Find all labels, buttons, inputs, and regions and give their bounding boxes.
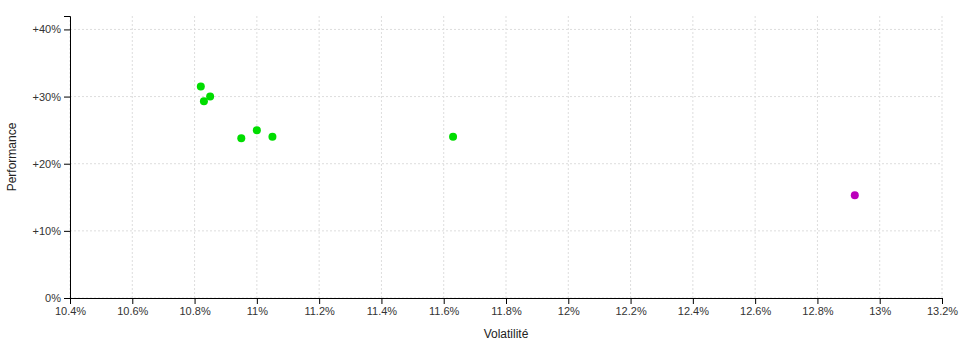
ytick-tick-label: +20%	[33, 158, 62, 170]
xtick-tick: 12.6%	[740, 298, 771, 317]
xtick-tick-label: 11.8%	[491, 305, 522, 317]
ytick-tick-mark	[64, 231, 70, 232]
point	[253, 126, 261, 134]
xtick-tick-label: 10.6%	[117, 305, 148, 317]
xtick-tick-mark	[195, 298, 196, 304]
ytick-tick-mark	[64, 29, 70, 30]
xtick-tick: 12%	[558, 298, 580, 317]
xtick-tick-mark	[631, 298, 632, 304]
xtick-tick: 11.2%	[304, 298, 335, 317]
xtick-tick-mark	[568, 298, 569, 304]
chart: 10.4% 10.6% 10.8% 11% 11.2% 11.4% 11.6% 11.8% 12…	[0, 0, 966, 350]
x-axis-title: Volatilité	[484, 327, 529, 341]
series	[851, 191, 859, 199]
xtick-tick-mark	[257, 298, 258, 304]
grid-line-x	[132, 16, 133, 298]
xtick-tick-label: 11.6%	[429, 305, 460, 317]
xtick-tick-label: 13.2%	[927, 305, 958, 317]
xtick-tick-label: 12.2%	[615, 305, 646, 317]
xtick-tick-mark	[817, 298, 818, 304]
grid-line-x	[879, 16, 880, 298]
xtick-tick-mark	[444, 298, 445, 304]
ytick-tick: 0%	[45, 292, 70, 304]
xtick-tick-mark	[693, 298, 694, 304]
grid-line-x	[942, 16, 943, 298]
grid-line-x	[381, 16, 382, 298]
grid-line-x	[755, 16, 756, 298]
point	[197, 83, 205, 91]
y-axis-title: Performance	[5, 122, 19, 191]
grid-line-x	[443, 16, 444, 298]
x-axis: 10.4% 10.6% 10.8% 11% 11.2% 11.4% 11.6% 11.8% 12…	[55, 298, 958, 317]
xtick-tick-label: 12.4%	[678, 305, 709, 317]
series	[197, 83, 457, 143]
xtick-tick-label: 12.6%	[740, 305, 771, 317]
ytick-line	[64, 17, 71, 299]
ytick-tick: +20%	[33, 158, 70, 170]
ytick-tick-label: 0%	[45, 292, 61, 304]
xtick-tick-label: 12%	[558, 305, 580, 317]
point	[449, 133, 457, 141]
xtick-tick: 11%	[247, 298, 268, 317]
xtick-tick-label: 10.8%	[179, 305, 210, 317]
xtick-tick-label: 13%	[869, 305, 891, 317]
y-axis: 0% +10% +20% +30% +40%	[33, 17, 71, 305]
xtick-tick-mark	[506, 298, 507, 304]
xtick-tick-mark	[880, 298, 881, 304]
xtick-tick-label: 11%	[247, 305, 268, 317]
xtick-tick: 13%	[869, 298, 891, 317]
xtick-tick-label: 12.8%	[802, 305, 833, 317]
ytick-tick-label: +30%	[33, 91, 62, 103]
grid-line-y	[70, 96, 942, 97]
xtick-tick-mark	[381, 298, 382, 304]
grid-line-y	[70, 163, 942, 164]
grid-line-y	[70, 29, 942, 30]
xtick-tick: 11.8%	[491, 298, 522, 317]
xtick-tick-label: 10.4%	[55, 305, 86, 317]
ytick-tick-mark	[64, 164, 70, 165]
xtick-tick: 12.8%	[802, 298, 833, 317]
point	[237, 134, 245, 142]
grid-line-x	[692, 16, 693, 298]
ytick-tick-label: +10%	[33, 225, 62, 237]
ytick-tick-label: +40%	[33, 23, 62, 35]
xtick-tick: 10.8%	[179, 298, 210, 317]
point	[268, 133, 276, 141]
xtick-tick: 13.2%	[927, 298, 958, 317]
plot-area: 10.4% 10.6% 10.8% 11% 11.2% 11.4% 11.6% 11.8% 12…	[5, 16, 958, 341]
ytick-tick-mark	[64, 298, 70, 299]
xtick-tick-mark	[319, 298, 320, 304]
grid-line-x	[319, 16, 320, 298]
grid-line-y	[70, 230, 942, 231]
grid-line-x	[568, 16, 569, 298]
grid-line-x	[630, 16, 631, 298]
xtick-tick-mark	[755, 298, 756, 304]
xtick-line	[71, 299, 943, 305]
xtick-tick: 12.4%	[678, 298, 709, 317]
xtick-tick-label: 11.4%	[367, 305, 398, 317]
grid-line-x	[506, 16, 507, 298]
xtick-tick-label: 11.2%	[304, 305, 335, 317]
grid-line-x	[194, 16, 195, 298]
grid-line-x	[817, 16, 818, 298]
ytick-tick-mark	[64, 97, 70, 98]
ytick-tick: +10%	[33, 225, 70, 237]
grid	[70, 16, 942, 298]
xtick-tick: 10.6%	[117, 298, 148, 317]
xtick-tick-mark	[942, 298, 943, 304]
xtick-tick: 11.6%	[429, 298, 460, 317]
ytick-tick: +40%	[33, 23, 70, 35]
marks	[197, 83, 859, 200]
point	[851, 191, 859, 199]
xtick-tick: 11.4%	[367, 298, 398, 317]
ytick-tick: +30%	[33, 91, 70, 103]
xtick-tick-mark	[132, 298, 133, 304]
xtick-tick: 12.2%	[615, 298, 646, 317]
grid-line-x	[256, 16, 257, 298]
point	[200, 97, 208, 105]
